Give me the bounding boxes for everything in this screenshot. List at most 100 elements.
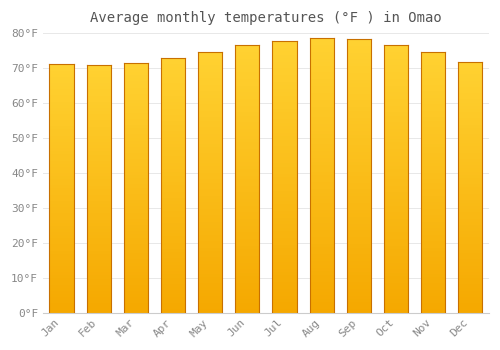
Bar xyxy=(421,101,445,104)
Bar xyxy=(50,307,74,309)
Bar xyxy=(384,269,408,273)
Bar xyxy=(310,48,334,52)
Bar xyxy=(421,140,445,143)
Bar xyxy=(124,275,148,278)
Bar xyxy=(50,139,74,142)
Bar xyxy=(384,199,408,202)
Bar xyxy=(310,117,334,120)
Bar xyxy=(272,75,296,78)
Bar xyxy=(384,135,408,139)
Bar xyxy=(272,150,296,153)
Bar xyxy=(347,265,371,268)
Bar xyxy=(310,258,334,261)
Bar xyxy=(458,87,482,90)
Bar xyxy=(161,61,185,64)
Bar xyxy=(272,241,296,245)
Bar xyxy=(421,228,445,231)
Bar xyxy=(236,99,260,102)
Bar xyxy=(50,294,74,297)
Bar xyxy=(421,284,445,287)
Bar xyxy=(161,274,185,278)
Bar xyxy=(347,295,371,299)
Bar xyxy=(384,142,408,146)
Bar xyxy=(458,209,482,212)
Bar xyxy=(198,75,222,78)
Bar xyxy=(272,146,296,150)
Bar xyxy=(384,85,408,89)
Bar xyxy=(236,266,260,269)
Bar xyxy=(198,306,222,309)
Bar xyxy=(236,223,260,226)
Bar xyxy=(458,65,482,68)
Bar xyxy=(86,96,111,99)
Bar xyxy=(310,227,334,230)
Bar xyxy=(50,213,74,216)
Bar xyxy=(310,196,334,200)
Bar xyxy=(50,92,74,95)
Bar xyxy=(384,172,408,176)
Bar xyxy=(86,300,111,303)
Bar xyxy=(347,46,371,49)
Bar xyxy=(384,49,408,52)
Bar xyxy=(124,91,148,94)
Bar xyxy=(384,122,408,126)
Bar xyxy=(124,84,148,88)
Bar xyxy=(310,124,334,127)
Bar xyxy=(198,199,222,202)
Bar xyxy=(50,123,74,126)
Bar xyxy=(310,278,334,282)
Bar xyxy=(272,51,296,55)
Bar xyxy=(161,137,185,141)
Bar xyxy=(384,296,408,299)
Bar xyxy=(272,174,296,177)
Bar xyxy=(347,118,371,121)
Bar xyxy=(310,141,334,145)
Bar xyxy=(50,83,74,86)
Bar xyxy=(421,153,445,156)
Bar xyxy=(310,244,334,247)
Bar xyxy=(347,247,371,251)
Bar xyxy=(50,68,74,70)
Bar xyxy=(124,138,148,141)
Bar xyxy=(86,136,111,139)
Bar xyxy=(347,56,371,60)
Bar xyxy=(124,150,148,153)
Bar xyxy=(347,227,371,231)
Bar xyxy=(458,93,482,96)
Bar xyxy=(384,69,408,72)
Bar xyxy=(50,164,74,167)
Bar xyxy=(161,102,185,105)
Bar xyxy=(198,254,222,257)
Bar xyxy=(310,145,334,148)
Bar xyxy=(236,52,260,55)
Bar xyxy=(236,62,260,65)
Bar xyxy=(124,231,148,235)
Bar xyxy=(421,290,445,293)
Bar xyxy=(272,55,296,58)
Bar xyxy=(384,216,408,219)
Bar xyxy=(86,263,111,266)
Bar xyxy=(347,172,371,176)
Bar xyxy=(161,77,185,80)
Bar xyxy=(384,126,408,129)
Bar xyxy=(50,309,74,313)
Bar xyxy=(198,163,222,166)
Bar xyxy=(458,228,482,231)
Bar xyxy=(347,292,371,295)
Bar xyxy=(86,111,111,114)
Bar xyxy=(458,275,482,278)
Bar xyxy=(272,208,296,211)
Bar xyxy=(124,266,148,269)
Bar xyxy=(384,176,408,179)
Bar xyxy=(384,273,408,276)
Bar xyxy=(458,237,482,240)
Bar xyxy=(421,274,445,277)
Bar xyxy=(458,259,482,262)
Bar xyxy=(236,179,260,182)
Bar xyxy=(458,147,482,150)
Bar xyxy=(272,306,296,309)
Bar xyxy=(272,78,296,82)
Bar xyxy=(384,82,408,85)
Bar xyxy=(272,221,296,224)
Bar xyxy=(124,119,148,122)
